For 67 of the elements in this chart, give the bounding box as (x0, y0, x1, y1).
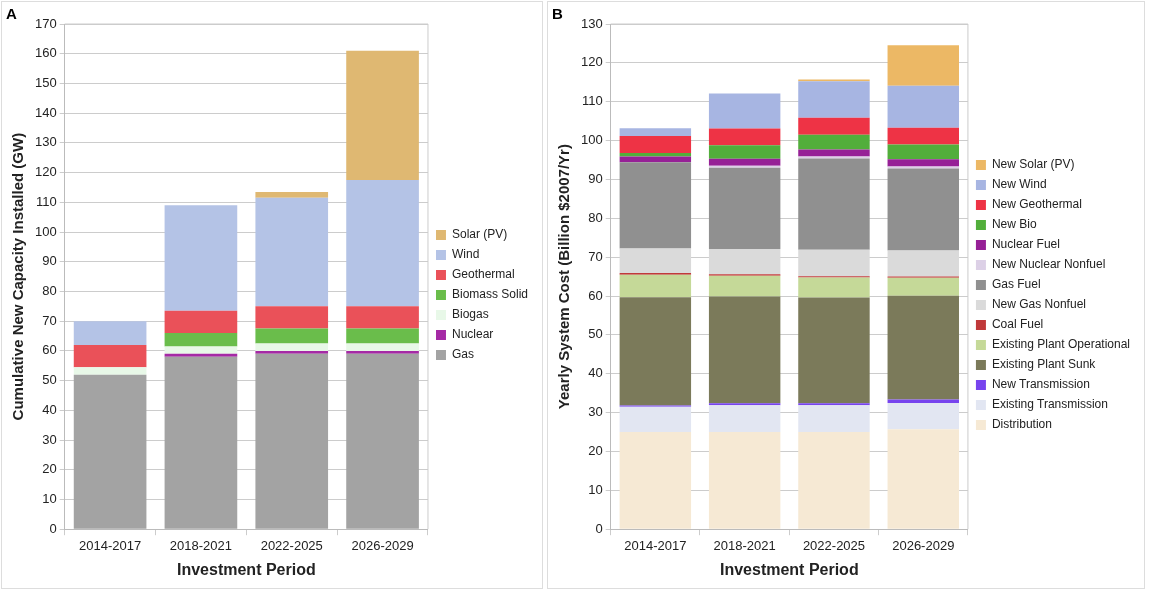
legend-label: Distribution (991, 417, 1052, 432)
legend-label: Nuclear (451, 327, 494, 342)
y-tick-label: 30 (588, 404, 603, 420)
legend-label: New Bio (991, 217, 1037, 232)
legend-label: Nuclear Fuel (991, 237, 1060, 252)
x-tick-label: 2014-2017 (624, 537, 687, 553)
y-tick-label: 120 (34, 164, 57, 180)
y-tick-label: 50 (42, 372, 57, 388)
x-tick-label: 2018-2021 (713, 537, 776, 553)
y-tick-label: 160 (34, 45, 57, 61)
legend-label: New Geothermal (991, 197, 1082, 212)
y-tick-label: 110 (35, 193, 57, 209)
y-tick-label: 140 (34, 104, 57, 120)
legend-label: Solar (PV) (451, 227, 508, 242)
legend-label: New Transmission (991, 377, 1090, 392)
legend-label: Geothermal (451, 267, 515, 282)
y-tick-label: 150 (34, 75, 57, 91)
y-tick-label: 20 (42, 461, 57, 477)
y-tick-label: 130 (34, 134, 57, 150)
y-tick-label: 130 (580, 15, 603, 31)
y-tick-label: 40 (42, 401, 57, 417)
y-tick-label: 90 (588, 171, 603, 187)
legend-label: New Wind (991, 177, 1047, 192)
legend-label: New Gas Nonfuel (991, 297, 1086, 312)
y-tick-label: 40 (588, 365, 603, 381)
chart-title: B (552, 5, 563, 23)
y-tick-label: 20 (588, 443, 603, 459)
y-axis-title: Yearly System Cost (Billion $2007/Yr) (555, 144, 573, 410)
y-tick-label: 50 (588, 326, 603, 342)
legend-label: Gas (451, 347, 474, 362)
y-tick-label: 10 (588, 481, 603, 497)
x-tick-label: 2022-2025 (802, 537, 866, 553)
legend-label: Wind (451, 247, 480, 262)
y-tick-label: 70 (42, 312, 57, 328)
legend-label: Biomass Solid (451, 287, 528, 302)
chart-title: A (6, 5, 17, 23)
y-tick-label: 170 (34, 15, 57, 31)
y-tick-label: 30 (42, 431, 57, 447)
legend-label: Existing Plant Operational (991, 337, 1130, 352)
x-tick-label: 2014-2017 (79, 537, 142, 553)
x-tick-label: 2022-2025 (260, 537, 323, 553)
y-tick-label: 0 (595, 520, 603, 536)
x-axis-title: Investment Period (719, 560, 859, 578)
legend-label: Existing Transmission (991, 397, 1108, 412)
y-tick-label: 80 (588, 209, 603, 225)
y-tick-label: 100 (580, 132, 603, 148)
y-tick-label: 60 (588, 287, 603, 303)
legend-label: Coal Fuel (991, 317, 1044, 332)
y-tick-label: 90 (42, 253, 57, 269)
y-tick-label: 0 (49, 520, 57, 536)
y-tick-label: 70 (588, 248, 603, 264)
y-tick-label: 80 (42, 283, 57, 299)
legend-label: Biogas (451, 307, 489, 322)
legend-label: Existing Plant Sunk (991, 357, 1097, 372)
y-tick-label: 10 (42, 491, 57, 507)
y-axis-title: Cumulative New Capacity Installed (GW) (9, 132, 27, 421)
x-axis-title: Investment Period (176, 560, 316, 578)
legend-label: New Solar (PV) (991, 157, 1075, 172)
x-tick-label: 2026-2029 (351, 537, 414, 553)
legend-label: New Nuclear Nonfuel (991, 257, 1106, 272)
x-tick-label: 2018-2021 (169, 537, 233, 553)
x-tick-label: 2026-2029 (892, 537, 955, 553)
legend-label: Gas Fuel (991, 277, 1041, 292)
y-tick-label: 110 (581, 93, 603, 109)
y-tick-label: 60 (42, 342, 57, 358)
y-tick-label: 100 (34, 223, 57, 239)
y-tick-label: 120 (580, 54, 603, 70)
